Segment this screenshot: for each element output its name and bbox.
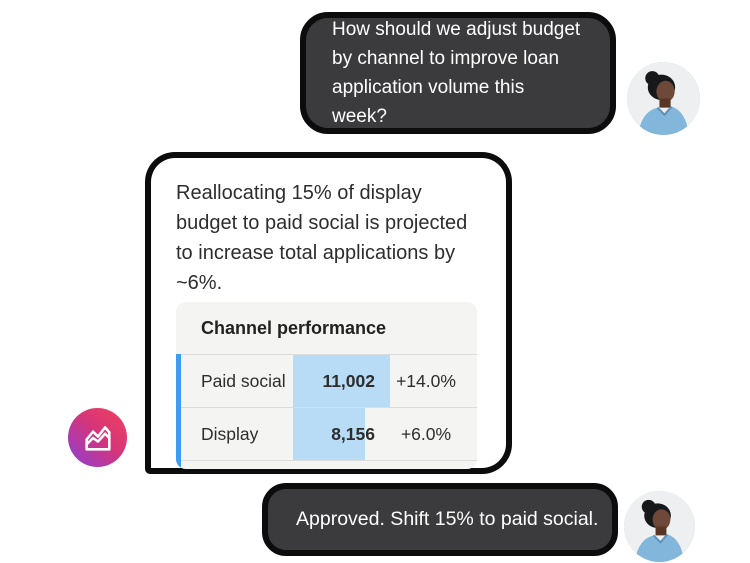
channel-value: 11,002 bbox=[322, 370, 375, 391]
user-avatar bbox=[624, 491, 695, 562]
channel-performance-table: Channel performance Paid social 11,002 +… bbox=[176, 302, 477, 469]
table-accent-bar bbox=[176, 354, 181, 469]
assistant-summary-text: Reallocating 15% of display budget to pa… bbox=[176, 178, 484, 298]
analytics-badge bbox=[68, 408, 127, 467]
table-row-paid-social: Paid social 11,002 +14.0% bbox=[176, 354, 477, 407]
user-question-bubble: How should we adjust budget by channel t… bbox=[300, 12, 616, 134]
assistant-response-card: Reallocating 15% of display budget to pa… bbox=[145, 152, 512, 474]
table-title: Channel performance bbox=[201, 317, 387, 338]
table-row-display: Display 8,156 +6.0% bbox=[176, 407, 477, 460]
user-question-text: How should we adjust budget by channel t… bbox=[332, 15, 584, 131]
question-line: application volume this week? bbox=[332, 77, 525, 127]
channel-change: +6.0% bbox=[400, 423, 452, 444]
area-chart-icon bbox=[84, 425, 111, 451]
user-avatar bbox=[627, 62, 700, 135]
channel-change: +14.0% bbox=[396, 370, 456, 391]
summary-line: Reallocating 15% of display budget bbox=[176, 182, 422, 234]
channel-label: Display bbox=[201, 423, 259, 444]
user-photo-icon bbox=[627, 62, 700, 135]
user-reply-text: Approved. Shift 15% to paid social. bbox=[296, 508, 599, 530]
question-line: How should we adjust budget bbox=[332, 19, 581, 40]
channel-label: Paid social bbox=[201, 370, 286, 391]
value-bar bbox=[293, 408, 365, 460]
table-footer-strip bbox=[176, 460, 477, 469]
summary-line: to paid social is projected to bbox=[176, 212, 468, 264]
channel-value: 8,156 bbox=[331, 423, 375, 444]
user-photo-icon bbox=[624, 491, 695, 562]
summary-line: increase total applications by ~6%. bbox=[176, 242, 456, 294]
user-reply-bubble: Approved. Shift 15% to paid social. bbox=[262, 483, 618, 556]
question-line: by channel to improve loan bbox=[332, 48, 560, 69]
value-bar bbox=[293, 355, 390, 407]
